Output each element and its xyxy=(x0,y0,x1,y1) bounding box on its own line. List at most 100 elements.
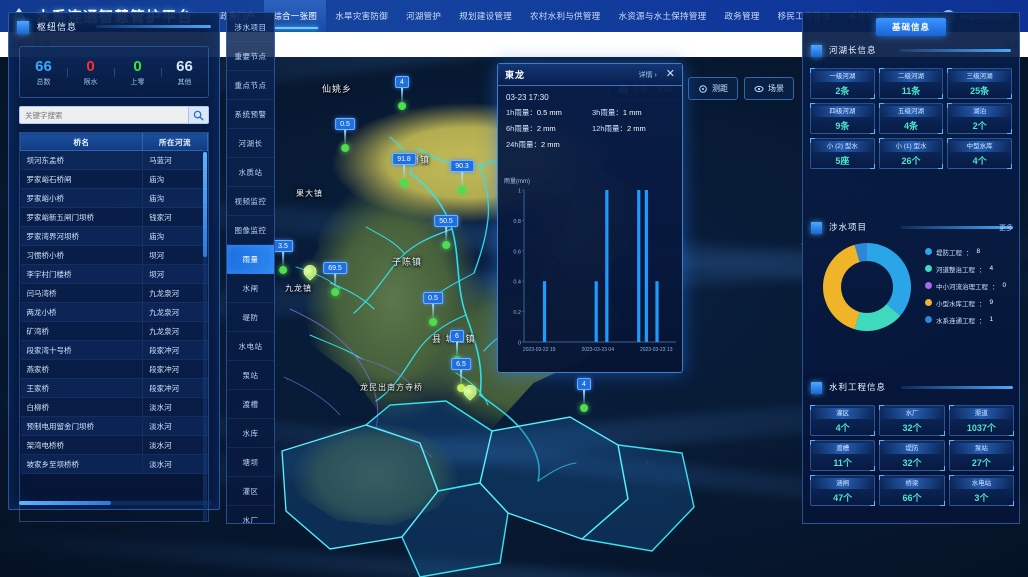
map-marker-7[interactable]: 0.5 xyxy=(423,292,443,326)
table-row[interactable]: 架湾电桥桥 淡水河 xyxy=(20,435,208,455)
nav-item-7[interactable]: 政务管理 xyxy=(724,11,760,21)
map-marker-4[interactable]: 3.5 xyxy=(273,240,293,274)
nav-item-4[interactable]: 规划建设管理 xyxy=(459,11,513,21)
layer-item-5[interactable]: 水质站 xyxy=(227,158,274,187)
map-pin-marker-0[interactable] xyxy=(300,262,320,281)
layer-item-8[interactable]: 雨量 xyxy=(227,245,274,274)
info-card[interactable]: 渡槽 11个 xyxy=(810,440,876,471)
info-card[interactable]: 小 (2) 型水 5座 xyxy=(810,138,875,169)
table-row[interactable]: 两龙小桥 九龙泉河 xyxy=(20,302,208,322)
map-marker-6[interactable]: 50.5 xyxy=(434,215,458,249)
info-card[interactable]: 堤防 32个 xyxy=(879,440,945,471)
info-card[interactable]: 小 (1) 型水 26个 xyxy=(878,138,944,169)
layer-item-10[interactable]: 堤防 xyxy=(227,303,274,332)
more-link[interactable]: 更多 xyxy=(999,225,1013,232)
table-row[interactable]: 坝河东孟桥 马蓝河 xyxy=(20,150,208,170)
info-card[interactable]: 五级河湖 4条 xyxy=(878,103,944,134)
horizontal-scrollbar-thumb[interactable] xyxy=(19,501,111,505)
search-input[interactable] xyxy=(20,107,188,123)
marker-dot-icon xyxy=(428,318,437,326)
bridge-table[interactable]: 桥名 所在河流 坝河东孟桥 马蓝河 罗家峪石桥闸 庙沟 罗家峪小桥 庙沟 罗家峪新五闸门坝桥钱… xyxy=(19,132,209,522)
popup-metric-value: 1 mm xyxy=(622,108,642,117)
info-card[interactable]: 水电站 3个 xyxy=(948,475,1015,506)
map-marker-1[interactable]: 0.5 xyxy=(335,118,355,152)
info-card[interactable]: 湖泊 2个 xyxy=(947,103,1012,134)
table-row[interactable]: 预制电用留金门坝桥 淡水河 xyxy=(20,416,208,436)
table-row[interactable]: 习惯桥小桥 坝河 xyxy=(20,245,208,265)
table-row[interactable]: 段家湾十号桥 段家冲河 xyxy=(20,340,208,360)
info-card[interactable]: 三级河湖 25条 xyxy=(947,68,1012,99)
nav-item-2[interactable]: 水旱灾害防御 xyxy=(335,11,389,21)
layer-item-9[interactable]: 水闸 xyxy=(227,274,274,303)
table-row[interactable]: 矿湾桥 九龙泉河 xyxy=(20,321,208,341)
info-card[interactable]: 一级河湖 2条 xyxy=(810,68,875,99)
legend-item[interactable]: 小型水库工程： 9 xyxy=(925,294,1006,311)
table-row[interactable]: 王家桥 段家冲河 xyxy=(20,378,208,398)
layer-item-17[interactable]: 水厂 xyxy=(227,506,274,524)
legend-item[interactable]: 河道整治工程： 4 xyxy=(925,260,1006,277)
section-title: 河湖长信息 xyxy=(829,45,877,55)
table-row[interactable]: 李宇村门楼桥 坝河 xyxy=(20,264,208,284)
info-card[interactable]: 桥梁 66个 xyxy=(879,475,945,506)
rainfall-popup[interactable]: 東龙 详情 › ✕ 03-23 17:30 1h雨量：0.5 mm 3h雨量：1 … xyxy=(497,63,683,373)
layer-menu[interactable]: 涉水项目 重要节点 重点节点 系统预警 河湖长 水质站 视频监控 图像监控 雨量 水闸 堤防 水电站泵… xyxy=(226,12,275,524)
info-card[interactable]: 水厂 32个 xyxy=(879,405,945,436)
layer-item-2[interactable]: 重点节点 xyxy=(227,71,274,100)
table-row[interactable]: 闫马湾桥 九龙泉河 xyxy=(20,283,208,303)
layer-item-13[interactable]: 渡槽 xyxy=(227,390,274,419)
table-row[interactable]: 罗家峪石桥闸 庙沟 xyxy=(20,169,208,189)
layer-item-7[interactable]: 图像监控 xyxy=(227,216,274,245)
layer-item-14[interactable]: 水库 xyxy=(227,419,274,448)
info-card[interactable]: 灌区 4个 xyxy=(810,405,876,436)
horizontal-scrollbar-track[interactable] xyxy=(19,501,211,505)
table-row[interactable]: 罗家湾界河坝桥 庙沟 xyxy=(20,226,208,246)
map-marker-3[interactable]: 90.3 xyxy=(450,160,474,194)
info-card-label: 小 (2) 型水 xyxy=(811,140,874,152)
layer-item-1[interactable]: 重要节点 xyxy=(227,42,274,71)
legend-item[interactable]: 堤防工程： 8 xyxy=(925,243,1006,260)
table-row[interactable]: 罗家峪新五闸门坝桥 钱家河 xyxy=(20,207,208,227)
table-row[interactable]: 罗家峪小桥 庙沟 xyxy=(20,188,208,208)
donut-slice-4[interactable] xyxy=(854,243,867,263)
donut-slice-0[interactable] xyxy=(867,243,911,316)
popup-detail-link[interactable]: 详情 › xyxy=(638,71,657,79)
legend-item[interactable]: 水系连通工程： 1 xyxy=(925,311,1006,328)
nav-item-6[interactable]: 水资源与水土保持管理 xyxy=(618,11,707,21)
layer-item-16[interactable]: 灌区 xyxy=(227,477,274,506)
info-card[interactable]: 涵闸 47个 xyxy=(810,475,876,506)
layer-item-12[interactable]: 泵站 xyxy=(227,361,274,390)
table-scrollbar-thumb[interactable] xyxy=(203,152,207,257)
legend-label: 小型水库工程 xyxy=(936,300,975,308)
nav-item-5[interactable]: 农村水利与供管理 xyxy=(530,11,601,21)
donut-slice-1[interactable] xyxy=(854,304,901,331)
info-card[interactable]: 中型水库 4个 xyxy=(947,138,1012,169)
search-icon[interactable] xyxy=(188,107,208,123)
donut-slice-3[interactable] xyxy=(823,244,860,330)
map-marker-2[interactable]: 91.8 xyxy=(392,153,416,187)
info-card[interactable]: 四级河湖 9条 xyxy=(810,103,875,134)
table-row[interactable]: 白柳桥 淡水河 xyxy=(20,397,208,417)
map-control-scene[interactable]: 场景 xyxy=(744,77,794,100)
map-marker-5[interactable]: 69.5 xyxy=(323,262,347,296)
layer-item-11[interactable]: 水电站 xyxy=(227,332,274,361)
info-card[interactable]: 泵站 27个 xyxy=(948,440,1015,471)
nav-item-3[interactable]: 河湖管护 xyxy=(406,11,442,21)
map-control-measure[interactable]: 测距 xyxy=(688,77,738,100)
map-marker-10[interactable]: 4 xyxy=(577,378,591,412)
map-marker-9[interactable]: 6.5 xyxy=(451,358,471,392)
table-scrollbar-track[interactable] xyxy=(203,150,207,521)
info-card[interactable]: 二级河湖 11条 xyxy=(878,68,944,99)
close-icon[interactable]: ✕ xyxy=(665,68,675,80)
map-marker-0[interactable]: 4 xyxy=(395,76,409,110)
layer-item-0[interactable]: 涉水项目 xyxy=(227,13,274,42)
info-card[interactable]: 渠道 1037个 xyxy=(948,405,1015,436)
table-row[interactable]: 坡家乡至坝桥桥 淡水河 xyxy=(20,454,208,474)
layer-item-15[interactable]: 塘坝 xyxy=(227,448,274,477)
map-pin-marker-1[interactable] xyxy=(460,382,480,401)
legend-item[interactable]: 中小河流治理工程： 0 xyxy=(925,277,1006,294)
layer-item-3[interactable]: 系统预警 xyxy=(227,100,274,129)
layer-item-6[interactable]: 视频监控 xyxy=(227,187,274,216)
layer-item-4[interactable]: 河湖长 xyxy=(227,129,274,158)
tab-basic-info[interactable]: 基础信息 xyxy=(875,18,946,36)
table-row[interactable]: 燕家桥 段家冲河 xyxy=(20,359,208,379)
